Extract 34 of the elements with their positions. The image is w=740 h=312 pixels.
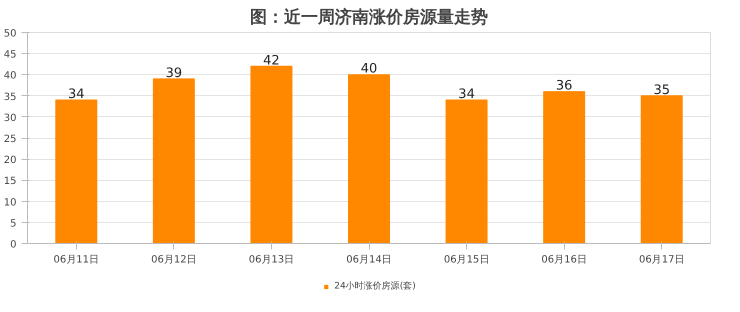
y-tick-label: 25	[4, 134, 17, 145]
x-tick-label: 06月14日	[346, 254, 392, 266]
data-label: 39	[166, 66, 182, 81]
x-tick-label: 06月13日	[248, 254, 294, 266]
x-tick-label: 06月16日	[541, 254, 587, 266]
bar	[55, 100, 98, 244]
y-tick-label: 50	[4, 28, 17, 40]
y-tick-label: 0	[10, 240, 17, 250]
y-tick-label: 5	[10, 218, 17, 230]
x-tick-label: 06月17日	[638, 254, 684, 266]
bar	[250, 66, 292, 244]
y-tick-label: 45	[4, 50, 17, 61]
bar	[446, 100, 488, 244]
legend-label: 24小时涨价房源(套)	[334, 280, 416, 292]
y-tick-label: 30	[4, 112, 17, 124]
x-tick-label: 06月12日	[151, 254, 197, 266]
bar	[543, 91, 586, 244]
bar	[152, 78, 195, 244]
data-label: 40	[360, 62, 378, 77]
chart-title: 图：近一周济南涨价房源量走势	[250, 8, 488, 28]
x-tick-label: 06月11日	[54, 254, 100, 266]
y-tick-label: 20	[4, 155, 17, 166]
y-tick-label: 15	[4, 176, 17, 188]
x-tick-label: 06月15日	[444, 254, 490, 266]
y-tick-label: 35	[4, 92, 17, 103]
y-tick-label: 40	[4, 70, 17, 82]
y-tick-label: 10	[4, 197, 17, 208]
bar	[640, 95, 683, 244]
data-label: 34	[458, 87, 475, 102]
data-label: 42	[263, 53, 280, 68]
data-label: 35	[653, 82, 670, 98]
data-label: 34	[68, 87, 85, 102]
data-label: 36	[556, 78, 572, 94]
bar	[348, 74, 390, 244]
